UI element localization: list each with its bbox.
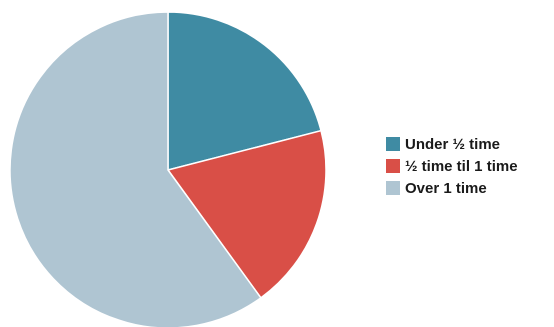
- pie-slice-1: [167, 11, 322, 171]
- legend-label: Under ½ time: [405, 135, 501, 153]
- pie-slice-2: [166, 129, 327, 299]
- legend-swatch: [386, 159, 400, 173]
- legend-item-3: Over 1 time: [386, 179, 518, 197]
- legend-label: Over 1 time: [405, 179, 487, 197]
- legend-item-2: ½ time til 1 time: [386, 157, 518, 175]
- legend-swatch: [386, 181, 400, 195]
- legend-swatch: [386, 137, 400, 151]
- pie-slice-3: [9, 11, 262, 327]
- legend: Under ½ time ½ time til 1 time Over 1 time: [386, 135, 518, 197]
- legend-label: ½ time til 1 time: [405, 157, 518, 175]
- legend-item-1: Under ½ time: [386, 135, 518, 153]
